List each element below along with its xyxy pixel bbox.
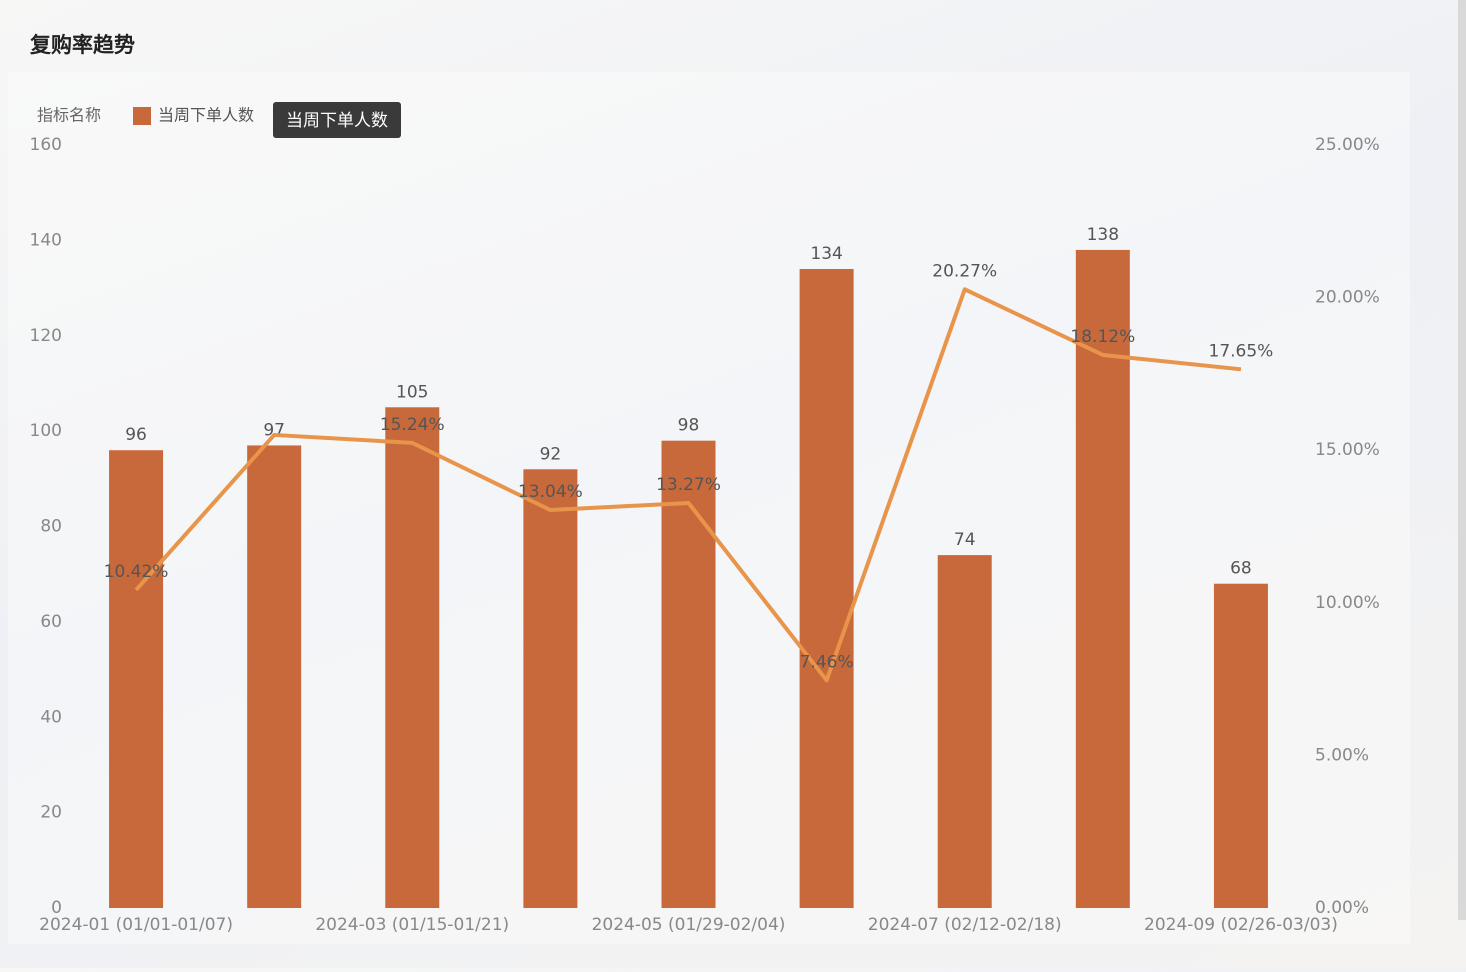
bar-value-label: 92 (540, 444, 562, 464)
bar (523, 469, 578, 908)
legend-swatch[interactable] (133, 107, 151, 125)
y-tick-label: 100 (30, 421, 62, 441)
y-tick-label: 140 (30, 230, 62, 250)
line-value-label: 7.46% (800, 652, 854, 672)
y2-tick-label: 5.00% (1315, 745, 1369, 765)
line-value-label: 10.42% (104, 562, 169, 582)
bar (385, 407, 440, 908)
y-tick-label: 60 (40, 612, 62, 632)
y-tick-label: 160 (30, 135, 62, 155)
legend-label[interactable]: 当周下单人数 (158, 106, 254, 125)
y2-tick-label: 25.00% (1315, 135, 1380, 155)
line-value-label: 20.27% (932, 261, 997, 281)
bar (247, 445, 302, 908)
tooltip-box (273, 102, 401, 138)
x-tick-label: 2024-05 (01/29-02/04) (592, 915, 786, 935)
y2-tick-label: 10.00% (1315, 593, 1380, 613)
line (134, 287, 1242, 683)
bar (799, 268, 854, 908)
bar (937, 555, 992, 908)
y-tick-label: 40 (40, 707, 62, 727)
y2-tick-label: 15.00% (1315, 440, 1380, 460)
bar-value-label: 68 (1230, 559, 1252, 579)
x-tick-label: 2024-09 (02/26-03/03) (1144, 915, 1338, 935)
y-tick-label: 80 (40, 517, 62, 537)
bar (1075, 249, 1130, 909)
x-tick-label: 2024-07 (02/12-02/18) (868, 915, 1062, 935)
x-tick-label: 2024-03 (01/15-01/21) (315, 915, 509, 935)
bar-value-label: 105 (396, 382, 428, 402)
bar (1213, 583, 1268, 908)
bar-value-label: 98 (678, 416, 700, 436)
y-tick-label: 20 (40, 803, 62, 823)
x-tick-label: 2024-01 (01/01-01/07) (39, 915, 233, 935)
line-value-label: 18.12% (1070, 327, 1135, 347)
line-value-label: 13.27% (656, 475, 721, 495)
y-tick-label: 120 (30, 326, 62, 346)
legend-title: 指标名称 (37, 106, 101, 125)
y2-tick-label: 20.00% (1315, 288, 1380, 308)
line-value-label: 13.04% (518, 482, 583, 502)
tooltip-text: 当周下单人数 (286, 111, 388, 131)
bar (109, 450, 164, 908)
line-value-label: 17.65% (1209, 341, 1274, 361)
scrollbar (1458, 0, 1466, 920)
chart-title: 复购率趋势 (29, 33, 135, 57)
line-value-label: 15.24% (380, 415, 445, 435)
y2-tick-label: 0.00% (1315, 898, 1369, 918)
y-tick-label: 0 (51, 898, 62, 918)
bar-value-label: 96 (125, 425, 147, 445)
bar-value-label: 134 (810, 244, 842, 264)
bar-value-label: 74 (954, 530, 976, 550)
bar-value-label: 138 (1087, 225, 1119, 245)
bar (661, 440, 716, 908)
